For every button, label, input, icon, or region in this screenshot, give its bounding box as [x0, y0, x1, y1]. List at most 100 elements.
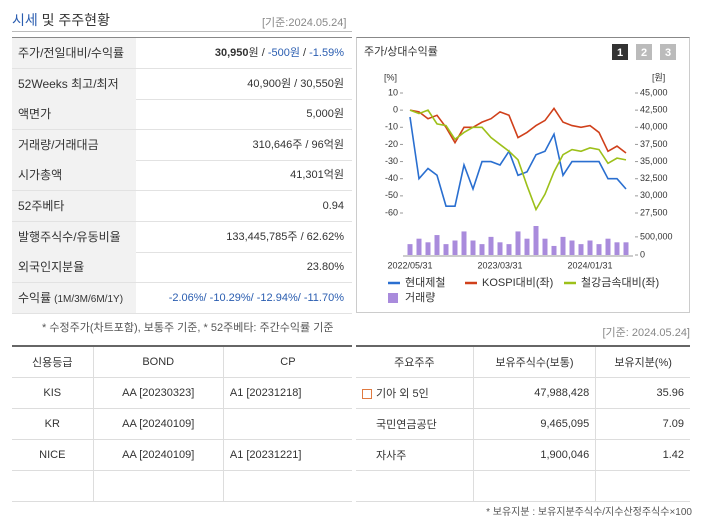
value-text: 40,900원 / 30,550원 [247, 77, 344, 90]
table-cell [222, 408, 352, 440]
header-cell: 보유지분(%) [595, 345, 690, 378]
table-cell: 1,900,046 [472, 439, 596, 471]
tick-label: 30,000 [640, 190, 668, 200]
series-line [409, 109, 627, 212]
label-text: 주가/전일대비/수익률 [18, 46, 125, 60]
table-cell: KIS [12, 377, 94, 409]
tick-label: 35,000 [640, 156, 668, 166]
table-cell: 9,465,095 [472, 408, 596, 440]
table-cell: AA [20240109] [92, 439, 224, 471]
cell-text: 1.42 [662, 449, 684, 461]
header-row: 신용등급 BOND CP [12, 345, 352, 378]
tick-label: 45,000 [640, 87, 668, 97]
row-label: 발행주식수/유동비율 [12, 221, 136, 252]
volume-bar [425, 242, 431, 255]
table-row: KR AA [20240109] [12, 408, 352, 440]
volume-bar [479, 244, 485, 255]
value-part: -1.59% [309, 47, 344, 59]
row-label: 외국인지분율 [12, 252, 136, 283]
label-text: 외국인지분율 [18, 260, 85, 275]
volume-bar [461, 231, 467, 255]
table-cell: 1.42 [595, 439, 690, 471]
note: * 보유지분 : 보유지분주식수/지수산정주식수×100 [486, 507, 692, 518]
tick-label: 10 [388, 87, 398, 97]
cell-text: A1 [20231218] [229, 387, 302, 399]
legend-label: 거래량 [405, 291, 435, 304]
cell-text: 기아 외 5인 [376, 388, 429, 400]
table-cell: NICE [12, 439, 94, 471]
volume-bar [569, 240, 575, 255]
cell-text: 35.96 [656, 387, 684, 399]
label-text: 52주베타 [18, 199, 65, 213]
value-part: 30,950 [214, 47, 249, 59]
legend-swatch [388, 293, 398, 303]
row-label: 주가/전일대비/수익률 [12, 38, 136, 68]
legend-label: KOSPI대비(좌) [482, 276, 553, 289]
cell-text: AA [20240109] [122, 418, 195, 430]
tab-label: 2 [641, 47, 647, 59]
cell-text: 47,988,428 [534, 387, 590, 399]
row-label: 52Weeks 최고/최저 [12, 68, 136, 99]
header-cell: 주요주주 [356, 345, 474, 378]
summary-row: 주가/전일대비/수익률 30,950원 / -500원 / -1.59% [12, 38, 352, 69]
volume-bar [488, 236, 494, 255]
cell-text: NICE [39, 449, 66, 461]
volume-bar [497, 242, 503, 255]
title-part: 시세 [12, 12, 38, 28]
legend-label: 현대제철 [405, 276, 445, 289]
x-tick-label: 2024/01/31 [567, 260, 612, 270]
row-value: 5,000원 [306, 99, 344, 129]
summary-row: 외국인지분율 23.80% [12, 252, 352, 284]
section-title: 시세 및 주주현황 [12, 10, 110, 30]
table-row: 국민연금공단 9,465,095 7.09 [356, 408, 690, 440]
row-value: 41,301억원 [290, 160, 344, 190]
tick-label: 37,500 [640, 139, 668, 149]
row-label: 수익률 (1M/3M/6M/1Y) [12, 282, 136, 313]
value-text: 310,646주 / 96억원 [252, 138, 344, 151]
header-row: 주요주주 보유주식수(보통) 보유지분(%) [356, 345, 690, 378]
divider [12, 31, 352, 32]
table-cell: 자사주 [356, 439, 474, 471]
tick-label: -20 [385, 139, 398, 149]
table-row [356, 470, 690, 502]
value-part: -500원 [267, 47, 300, 59]
x-tick-label: 2023/03/31 [477, 260, 522, 270]
tick-label: 0 [640, 249, 645, 259]
table-row: KIS AA [20230323] A1 [20231218] [12, 377, 352, 409]
volume-bar [452, 240, 458, 255]
table-cell [222, 470, 352, 502]
holders-table: 주요주주 보유주식수(보통) 보유지분(%) 기아 외 5인 47,988,428 35.… [356, 345, 690, 502]
cell-text: 1,900,046 [540, 449, 590, 461]
volume-bar [623, 242, 629, 255]
tick-label: 500,000 [640, 231, 673, 241]
cell-text: KIS [43, 387, 62, 399]
table-cell: 35.96 [595, 377, 690, 409]
tab-button[interactable] [636, 44, 652, 60]
table-cell: AA [20240109] [92, 408, 224, 440]
tick-label: -50 [385, 190, 398, 200]
header-cell: 보유주식수(보통) [472, 345, 596, 378]
table-cell: AA [20230323] [92, 377, 224, 409]
tab-label: 1 [617, 47, 623, 59]
volume-bar [596, 244, 602, 255]
tab-button[interactable] [612, 44, 628, 60]
x-tick-label: 2022/05/31 [387, 260, 432, 270]
volume-bar [578, 244, 584, 255]
chart-title: 주가/상대수익률 [364, 45, 438, 58]
row-value: 40,900원 / 30,550원 [247, 69, 344, 99]
expand-icon [362, 389, 372, 400]
volume-bar [533, 226, 539, 255]
date: [기준: 2024.05.24] [602, 327, 690, 339]
value-text: 5,000원 [306, 108, 344, 121]
volume-bar [551, 245, 557, 255]
cell-text: AA [20230323] [122, 387, 195, 399]
table-cell: 기아 외 5인 [356, 377, 474, 409]
tick-label: 32,500 [640, 173, 668, 183]
cell-text: 9,465,095 [540, 418, 590, 430]
row-value: 23.80% [307, 252, 344, 282]
tab-button[interactable] [660, 44, 676, 60]
table-cell: 47,988,428 [472, 377, 596, 409]
table-cell: KR [12, 408, 94, 440]
label-note: (1M/3M/6M/1Y) [54, 293, 124, 305]
table-row: 기아 외 5인 47,988,428 35.96 [356, 377, 690, 409]
